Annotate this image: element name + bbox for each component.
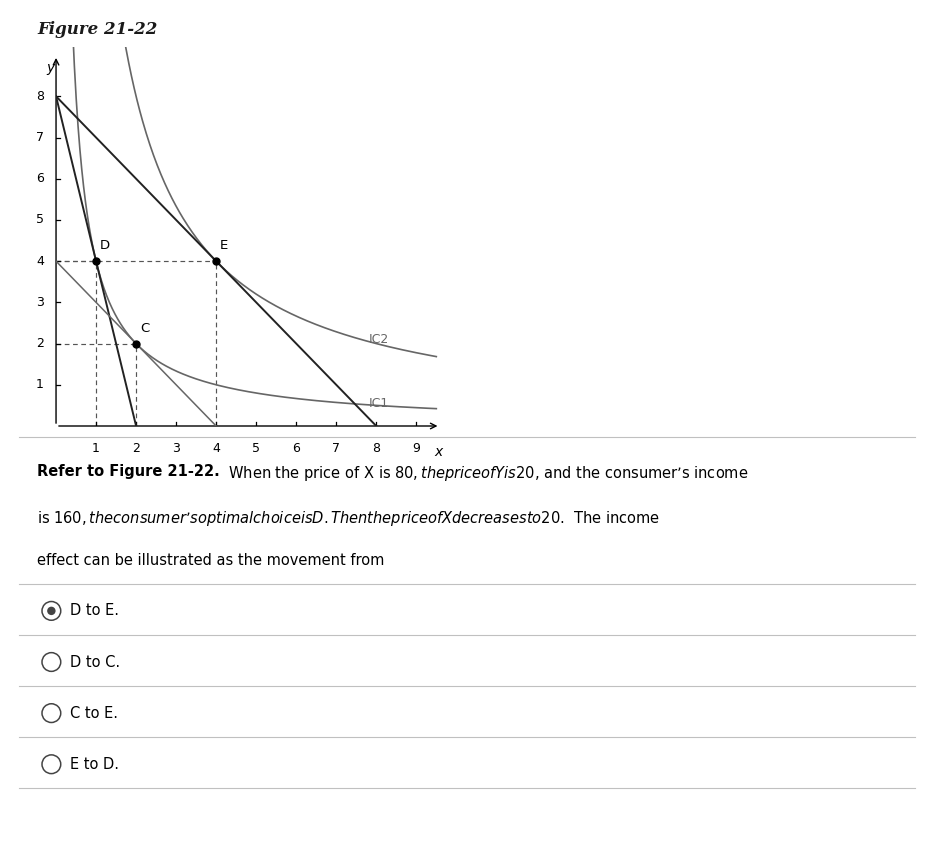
Text: D to E.: D to E. [70, 603, 119, 619]
Text: 3: 3 [36, 296, 44, 309]
Text: x: x [434, 445, 443, 458]
Text: E to D.: E to D. [70, 757, 119, 772]
Text: Refer to Figure 21-22.: Refer to Figure 21-22. [37, 464, 220, 480]
Text: When the price of X is $80, the price of Y is $20, and the consumer’s income: When the price of X is $80, the price of… [219, 464, 749, 483]
Text: 5: 5 [252, 442, 261, 456]
Text: D to C.: D to C. [70, 654, 120, 670]
Text: 8: 8 [373, 442, 380, 456]
Text: 7: 7 [36, 131, 44, 144]
Text: 1: 1 [92, 442, 100, 456]
Text: C: C [140, 321, 149, 335]
Text: IC2: IC2 [368, 333, 389, 346]
Text: 4: 4 [212, 442, 220, 456]
Text: 4: 4 [36, 255, 44, 268]
Text: 6: 6 [36, 172, 44, 185]
Text: 6: 6 [292, 442, 300, 456]
Text: 7: 7 [333, 442, 340, 456]
Text: effect can be illustrated as the movement from: effect can be illustrated as the movemen… [37, 553, 385, 568]
Text: 2: 2 [132, 442, 140, 456]
Text: 8: 8 [36, 89, 44, 103]
Text: 5: 5 [36, 214, 44, 227]
Text: C to E.: C to E. [70, 705, 118, 721]
Text: E: E [220, 239, 229, 252]
Text: IC1: IC1 [368, 397, 389, 410]
Text: 2: 2 [36, 337, 44, 350]
Text: 3: 3 [172, 442, 180, 456]
Text: 1: 1 [36, 378, 44, 391]
Text: y: y [46, 61, 54, 75]
Text: 9: 9 [412, 442, 420, 456]
Text: Figure 21-22: Figure 21-22 [37, 21, 158, 38]
Text: D: D [100, 239, 110, 252]
Text: is $160, the consumer’s optimal choice is D.  Then the price of X decreases to $: is $160, the consumer’s optimal choice i… [37, 509, 660, 527]
